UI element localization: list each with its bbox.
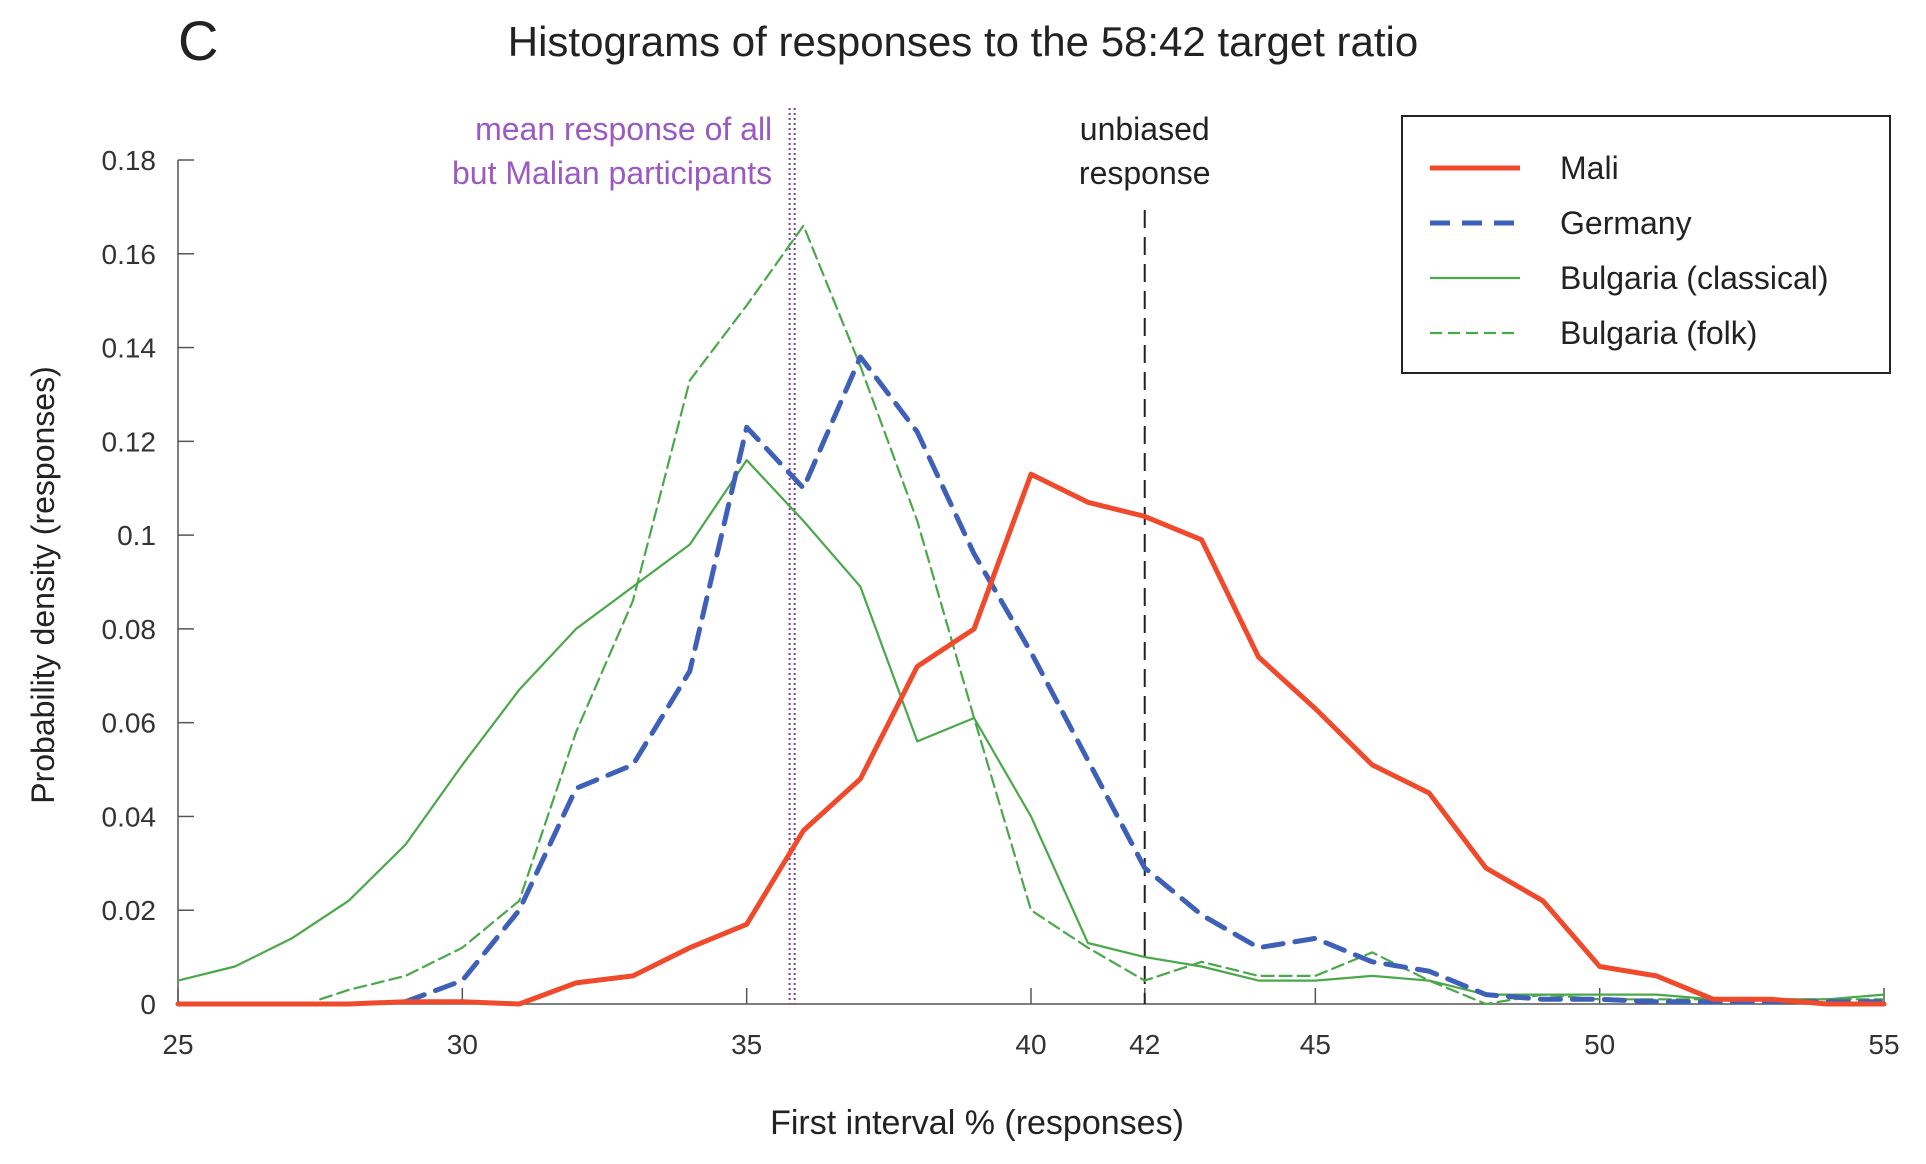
x-tick-label: 25: [162, 1029, 193, 1060]
mean-response-label: but Malian participants: [452, 155, 772, 191]
x-tick-label: 50: [1584, 1029, 1615, 1060]
y-tick-label: 0: [140, 989, 156, 1020]
series-line-germany: [403, 354, 1887, 1005]
legend: Mali Germany Bulgaria (classical) Bulgaria …: [1401, 115, 1891, 374]
y-tick-label: 0.06: [102, 708, 157, 739]
y-tick-label: 0.08: [102, 614, 157, 645]
legend-label: Bulgaria (classical): [1560, 260, 1829, 296]
y-tick-label: 0.14: [102, 333, 157, 364]
y-tick-label: 0.18: [102, 145, 157, 176]
legend-box: [1401, 115, 1891, 374]
axes: 0 0.02 0.04 0.06 0.08 0.1 0.12 0.14 0.16 0.18 25 30…: [102, 145, 1900, 1060]
y-tick-label: 0.1: [117, 520, 156, 551]
y-tick-label: 0.12: [102, 426, 157, 457]
x-tick-label: 42: [1129, 1029, 1160, 1060]
legend-label: Mali: [1560, 150, 1619, 186]
legend-label: Germany: [1560, 205, 1692, 241]
x-tick-label: 40: [1015, 1029, 1046, 1060]
y-tick-label: 0.04: [102, 801, 157, 832]
legend-label: Bulgaria (folk): [1560, 315, 1757, 351]
x-tick-label: 30: [447, 1029, 478, 1060]
series-line-bulgaria-folk: [319, 224, 1886, 1006]
series-lines: [175, 224, 1887, 1007]
x-axis-label: First interval % (responses): [770, 1104, 1184, 1142]
reference-lines: mean response of all but Malian participa…: [452, 108, 1211, 1004]
x-tick-label: 45: [1300, 1029, 1331, 1060]
x-tick-label: 35: [731, 1029, 762, 1060]
series-line-bulgaria-classical: [176, 459, 1886, 1001]
mean-response-label: mean response of all: [475, 111, 772, 147]
x-tick-label: 55: [1868, 1029, 1899, 1060]
unbiased-response-label: response: [1079, 155, 1211, 191]
y-axis-label: Probability density (responses): [25, 366, 61, 804]
y-tick-label: 0.02: [102, 895, 157, 926]
panel-letter: C: [178, 9, 219, 72]
unbiased-response-label: unbiased: [1080, 111, 1210, 147]
y-tick-label: 0.16: [102, 239, 157, 270]
chart-title: Histograms of responses to the 58:42 tar…: [507, 18, 1419, 65]
series-line-mali: [175, 471, 1887, 1007]
